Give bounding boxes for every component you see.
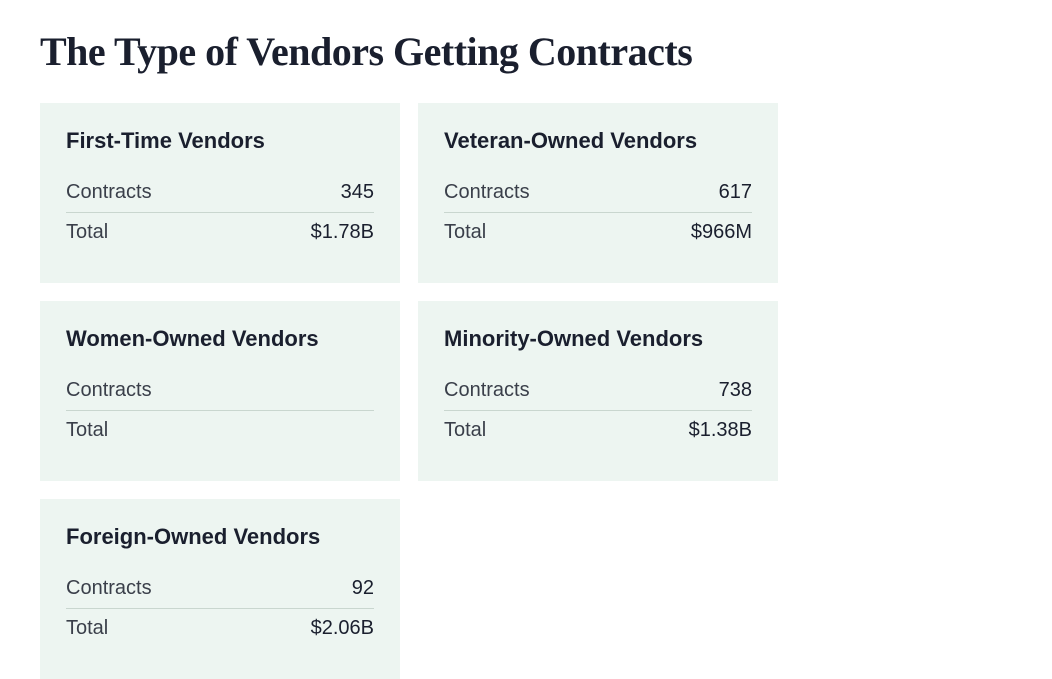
vendor-card: Veteran-Owned Vendors Contracts 617 Tota… <box>418 103 778 283</box>
row-label: Total <box>444 419 486 442</box>
row-label: Total <box>66 419 108 442</box>
row-value: 92 <box>352 577 374 600</box>
card-row-total: Total <box>66 410 374 450</box>
card-row-contracts: Contracts 738 <box>444 371 752 410</box>
card-row-contracts: Contracts 345 <box>66 173 374 212</box>
row-label: Contracts <box>66 379 152 402</box>
card-row-contracts: Contracts <box>66 371 374 410</box>
row-value: $966M <box>691 221 752 244</box>
row-value: $2.06B <box>311 617 374 640</box>
card-row-total: Total $1.38B <box>444 410 752 450</box>
vendor-card: Foreign-Owned Vendors Contracts 92 Total… <box>40 499 400 679</box>
section-heading: The Type of Vendors Getting Contracts <box>40 28 1012 75</box>
row-value: 738 <box>719 379 752 402</box>
card-title: Veteran-Owned Vendors <box>444 127 752 155</box>
card-row-contracts: Contracts 617 <box>444 173 752 212</box>
card-row-total: Total $1.78B <box>66 212 374 252</box>
row-label: Total <box>66 221 108 244</box>
row-label: Contracts <box>66 577 152 600</box>
row-label: Contracts <box>66 181 152 204</box>
row-value: 617 <box>719 181 752 204</box>
row-label: Contracts <box>444 181 530 204</box>
card-row-total: Total $966M <box>444 212 752 252</box>
vendor-card: Women-Owned Vendors Contracts Total <box>40 301 400 481</box>
vendor-card: Minority-Owned Vendors Contracts 738 Tot… <box>418 301 778 481</box>
row-value: $1.38B <box>689 419 752 442</box>
row-label: Total <box>444 221 486 244</box>
row-value: $1.78B <box>311 221 374 244</box>
card-title: First-Time Vendors <box>66 127 374 155</box>
card-title: Foreign-Owned Vendors <box>66 523 374 551</box>
row-value: 345 <box>341 181 374 204</box>
vendor-cards-container: First-Time Vendors Contracts 345 Total $… <box>40 103 1012 679</box>
card-row-contracts: Contracts 92 <box>66 569 374 608</box>
row-label: Contracts <box>444 379 530 402</box>
card-row-total: Total $2.06B <box>66 608 374 648</box>
vendor-card: First-Time Vendors Contracts 345 Total $… <box>40 103 400 283</box>
card-title: Minority-Owned Vendors <box>444 325 752 353</box>
row-label: Total <box>66 617 108 640</box>
card-title: Women-Owned Vendors <box>66 325 374 353</box>
